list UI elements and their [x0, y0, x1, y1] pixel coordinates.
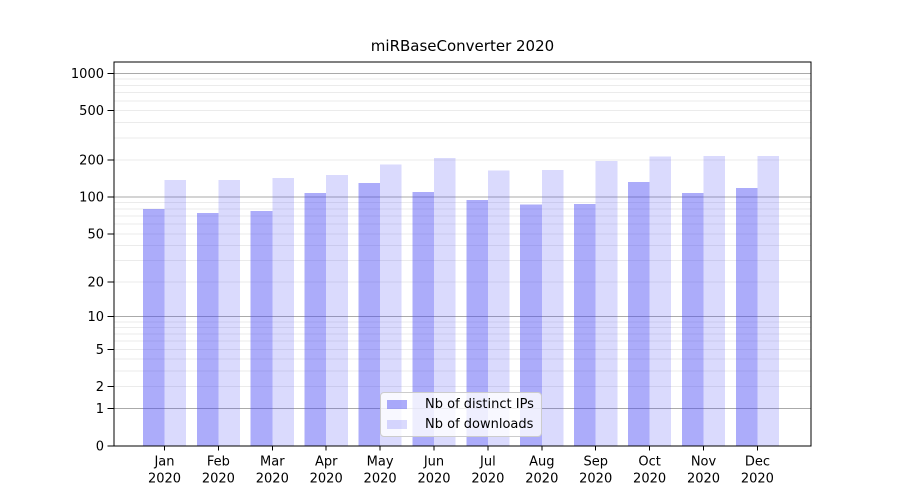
legend-label-distinct-ips: Nb of distinct IPs	[425, 397, 534, 412]
x-tick-label-year: 2020	[633, 472, 666, 487]
bar-downloads-mar	[272, 177, 294, 446]
bar-downloads-jan	[164, 180, 187, 446]
bar-downloads-aug	[541, 170, 564, 447]
bar-ips-nov	[681, 192, 704, 446]
legend: Nb of distinct IPs Nb of downloads	[380, 392, 542, 437]
x-tick-label-year: 2020	[471, 472, 504, 487]
bar-ips-jul	[466, 199, 488, 446]
y-tick-label: 10	[87, 310, 104, 325]
y-tick-label: 2	[96, 380, 104, 395]
bar-ips-dec	[735, 188, 758, 446]
bar-downloads-may	[380, 164, 402, 446]
x-tick-label-year: 2020	[741, 472, 774, 487]
bar-ips-jan	[142, 208, 165, 446]
legend-swatch-downloads	[387, 420, 407, 429]
x-tick-label-year: 2020	[364, 472, 397, 487]
y-tick-label: 200	[79, 153, 104, 168]
x-tick-label-month: Dec	[745, 455, 770, 470]
x-tick-label-month: Aug	[529, 455, 554, 470]
x-tick-label-month: Oct	[638, 455, 660, 470]
y-tick-label: 100	[79, 191, 104, 206]
x-tick-label-month: Jul	[479, 455, 496, 470]
legend-swatch-distinct-ips	[387, 400, 407, 409]
x-tick-label-month: Mar	[260, 455, 285, 470]
bar-downloads-jun	[434, 157, 456, 447]
bar-downloads-nov	[703, 155, 726, 446]
bar-downloads-apr	[326, 174, 348, 446]
bar-ips-apr	[304, 192, 327, 446]
bar-ips-mar	[250, 210, 273, 446]
bar-ips-aug	[520, 204, 542, 446]
x-tick-label-month: Jan	[153, 455, 174, 470]
chart-title: miRBaseConverter 2020	[370, 37, 555, 55]
x-tick-label-month: Nov	[691, 455, 717, 470]
y-tick-label: 500	[79, 104, 104, 119]
x-tick-label-year: 2020	[417, 472, 450, 487]
bar-ips-may	[358, 183, 381, 446]
x-tick-label-month: May	[367, 455, 394, 470]
legend-label-downloads: Nb of downloads	[425, 417, 534, 432]
x-tick-label-year: 2020	[148, 472, 181, 487]
bar-downloads-jul	[487, 170, 510, 446]
bar-downloads-feb	[218, 180, 240, 446]
y-tick-label: 1000	[71, 67, 104, 82]
x-tick-label-month: Jun	[423, 455, 444, 470]
y-tick-label: 1	[96, 402, 104, 417]
bar-ips-feb	[196, 213, 219, 446]
legend-item-distinct-ips: Nb of distinct IPs	[381, 395, 541, 414]
y-tick-label: 50	[87, 227, 104, 242]
x-tick-label-year: 2020	[202, 472, 235, 487]
bar-downloads-oct	[649, 156, 672, 446]
legend-item-downloads: Nb of downloads	[381, 415, 541, 434]
bar-downloads-sep	[595, 160, 618, 446]
x-tick-label-year: 2020	[687, 472, 720, 487]
x-tick-label-month: Apr	[315, 455, 338, 470]
y-tick-label: 20	[87, 275, 104, 290]
x-tick-label-year: 2020	[256, 472, 289, 487]
bar-ips-sep	[574, 203, 596, 446]
y-tick-label: 5	[96, 343, 104, 358]
bar-ips-oct	[628, 182, 650, 446]
x-tick-label-month: Feb	[207, 455, 230, 470]
x-tick-label-year: 2020	[579, 472, 612, 487]
plot-border	[113, 61, 812, 447]
x-tick-label-month: Sep	[583, 455, 608, 470]
bar-downloads-dec	[757, 156, 779, 447]
bar-ips-jun	[412, 191, 434, 446]
x-tick-label-year: 2020	[525, 472, 558, 487]
x-tick-label-year: 2020	[310, 472, 343, 487]
y-tick-label: 0	[96, 440, 104, 455]
